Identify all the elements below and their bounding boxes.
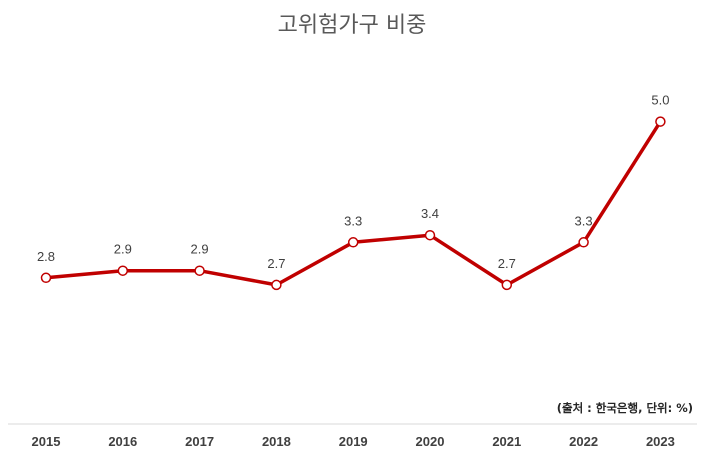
data-label-2016: 2.9 — [114, 242, 132, 257]
series-line — [45, 120, 662, 287]
x-tick-label-2020: 2020 — [416, 434, 445, 449]
series-layer — [40, 116, 666, 291]
x-tick-label-2019: 2019 — [339, 434, 368, 449]
data-point-2016 — [117, 265, 129, 276]
data-label-2015: 2.8 — [37, 249, 55, 264]
data-point-2019 — [347, 237, 359, 248]
data-point-2020 — [424, 229, 436, 241]
chart-title: 고위험가구 비중 — [278, 13, 427, 38]
x-tick-label-2016: 2016 — [108, 434, 137, 449]
data-point-2023 — [655, 116, 666, 127]
data-label-2023: 5.0 — [651, 93, 669, 108]
x-tick-label-2015: 2015 — [32, 434, 61, 449]
x-tick-label-2021: 2021 — [492, 434, 521, 449]
data-label-2018: 2.7 — [267, 256, 285, 271]
data-label-2021: 2.7 — [498, 256, 516, 271]
source-note: (출처 : 한국은행, 단위: %) — [557, 401, 693, 415]
x-tick-label-2017: 2017 — [185, 434, 214, 449]
data-label-2022: 3.3 — [575, 213, 593, 228]
data-point-2015 — [40, 272, 52, 284]
data-labels: 2.8 2.9 2.9 2.7 3.3 3.4 2.7 3.3 5.0 — [37, 93, 669, 271]
x-axis-ticks: 2015 2016 2017 2018 2019 2020 2021 2022 2023 — [32, 434, 675, 449]
data-point-2018 — [271, 279, 282, 291]
data-label-2020: 3.4 — [421, 206, 439, 221]
data-label-2017: 2.9 — [191, 242, 209, 257]
data-point-2022 — [578, 237, 589, 248]
x-tick-label-2023: 2023 — [646, 434, 675, 449]
data-point-2017 — [194, 265, 205, 276]
x-tick-label-2022: 2022 — [569, 434, 598, 449]
data-label-2019: 3.3 — [344, 213, 362, 228]
data-point-2021 — [501, 279, 513, 291]
x-tick-label-2018: 2018 — [262, 434, 291, 449]
